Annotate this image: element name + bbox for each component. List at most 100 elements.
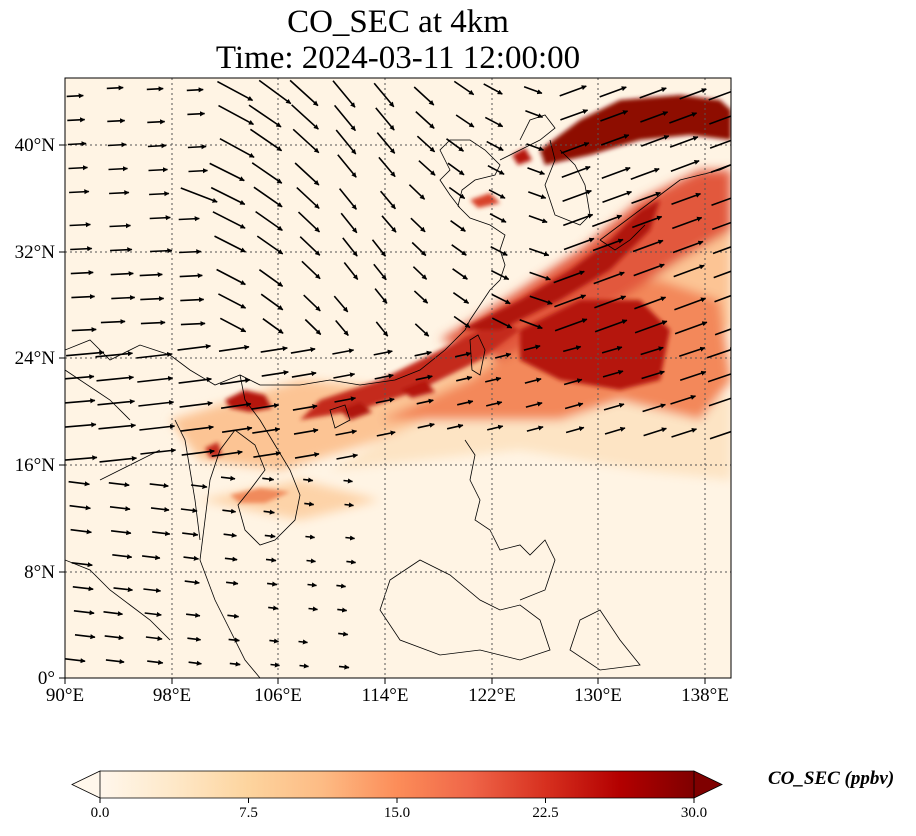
wind-vector-arrow	[226, 580, 239, 586]
wind-vector-arrow	[73, 610, 95, 616]
wind-vector-arrow	[414, 323, 430, 337]
axis-ticks	[59, 144, 706, 684]
wind-vector-arrow	[553, 270, 585, 284]
wind-vector-arrow	[711, 197, 731, 207]
wind-vector-arrow	[137, 375, 174, 383]
wind-vector-arrow	[600, 110, 629, 122]
wind-vector-arrow	[147, 659, 164, 665]
wind-vector-arrow	[447, 162, 465, 176]
wind-vector-arrow	[301, 260, 321, 280]
wind-vector-arrow	[71, 562, 93, 568]
wind-vector-arrow	[188, 168, 209, 174]
wind-vector-arrow	[527, 167, 545, 175]
wind-vector-arrow	[66, 350, 105, 357]
wind-vector-arrow	[563, 378, 583, 386]
wind-vector-arrow	[559, 85, 587, 97]
wind-vector-arrow	[180, 507, 198, 513]
wind-vector-arrow	[376, 430, 396, 437]
wind-vector-arrow	[373, 349, 393, 356]
wind-vector-arrow	[561, 165, 591, 178]
wind-vector-arrow	[519, 318, 543, 330]
wind-vector-arrow	[220, 401, 252, 409]
wind-vector-arrow	[374, 288, 388, 304]
wind-vector-arrow	[229, 661, 241, 667]
wind-vector-arrow	[209, 162, 245, 182]
wind-vector-arrow	[333, 372, 356, 379]
wind-vector-arrow	[150, 248, 173, 254]
wind-vector-arrow	[673, 264, 705, 278]
wind-vector-arrow	[332, 348, 355, 355]
wind-vector-arrow	[641, 370, 665, 380]
wind-vector-arrow	[523, 344, 541, 351]
wind-vector-arrow	[491, 293, 511, 305]
wind-vector-arrow	[66, 93, 84, 99]
wind-vector-arrow	[342, 237, 358, 257]
wind-vector-arrow	[260, 346, 288, 353]
wind-vector-arrow	[524, 377, 542, 384]
wind-vector-arrow	[179, 400, 213, 408]
wind-vector-arrow	[298, 639, 309, 645]
wind-vector-arrow	[69, 222, 91, 228]
wind-vector-arrow	[490, 245, 508, 257]
wind-vector-arrow	[219, 137, 255, 159]
wind-vector-arrow	[112, 554, 133, 560]
wind-vectors	[65, 79, 731, 670]
colorbar-gradient	[100, 771, 694, 798]
wind-vector-arrow	[639, 87, 667, 99]
wind-vector-arrow	[486, 400, 503, 407]
wind-vector-arrow	[183, 555, 200, 561]
wind-vector-arrow	[178, 216, 200, 222]
wind-vector-arrow	[96, 375, 135, 382]
wind-vector-arrow	[411, 241, 427, 257]
wind-vector-arrow	[70, 246, 93, 252]
wind-vector-arrow	[525, 110, 544, 118]
wind-vector-arrow	[107, 142, 127, 148]
wind-vector-arrow	[136, 351, 173, 359]
wind-vector-arrow	[265, 557, 277, 563]
wind-vector-arrow	[416, 135, 436, 153]
wind-vector-arrow	[416, 398, 434, 405]
lon-label: 98°E	[153, 685, 191, 706]
wind-vector-arrow	[303, 477, 314, 483]
wind-vector-arrow	[269, 638, 280, 644]
wind-vector-arrow	[560, 109, 589, 121]
wind-vector-arrow	[251, 162, 283, 184]
wind-vector-arrow	[708, 397, 731, 407]
wind-vector-arrow	[603, 402, 625, 411]
wind-vector-arrow	[333, 104, 357, 132]
wind-vector-arrow	[252, 427, 281, 434]
wind-vector-arrow	[70, 270, 94, 276]
wind-vector-arrow	[526, 143, 544, 151]
wind-vector-arrow	[149, 483, 169, 489]
wind-vector-arrow	[714, 294, 731, 303]
wind-vector-arrow	[177, 343, 212, 351]
lat-label: 24°N	[15, 348, 56, 369]
wind-vector-arrow	[412, 266, 428, 280]
wind-vector-arrow	[334, 396, 357, 403]
wind-vector-arrow	[453, 315, 471, 329]
wind-vector-arrow	[669, 136, 699, 148]
wind-vector-arrow	[227, 613, 240, 619]
wind-vector-arrow	[418, 160, 436, 176]
wind-vector-arrow	[180, 187, 218, 203]
wind-vector-arrow	[335, 319, 349, 337]
wind-vector-arrow	[149, 191, 170, 197]
wind-vector-arrow	[178, 376, 212, 384]
wind-vector-arrow	[332, 80, 356, 108]
wind-vector-arrow	[67, 141, 87, 147]
colorbar-label: CO_SEC (ppbv)	[768, 768, 895, 789]
wind-vector-arrow	[186, 612, 201, 618]
wind-vector-arrow	[599, 86, 627, 98]
wind-vector-arrow	[258, 269, 284, 287]
wind-vector-arrow	[674, 321, 708, 335]
wind-vector-arrow	[292, 128, 320, 154]
wind-vector-arrow	[222, 508, 237, 514]
wind-vector-arrow	[344, 502, 355, 508]
wind-vector-arrow	[214, 235, 246, 253]
wind-vector-arrow	[109, 506, 131, 512]
wind-vector-arrow	[219, 317, 247, 333]
wind-vector-arrow	[181, 448, 215, 456]
colorbar-min-extend	[71, 770, 101, 799]
wind-vector-arrow	[410, 217, 426, 233]
